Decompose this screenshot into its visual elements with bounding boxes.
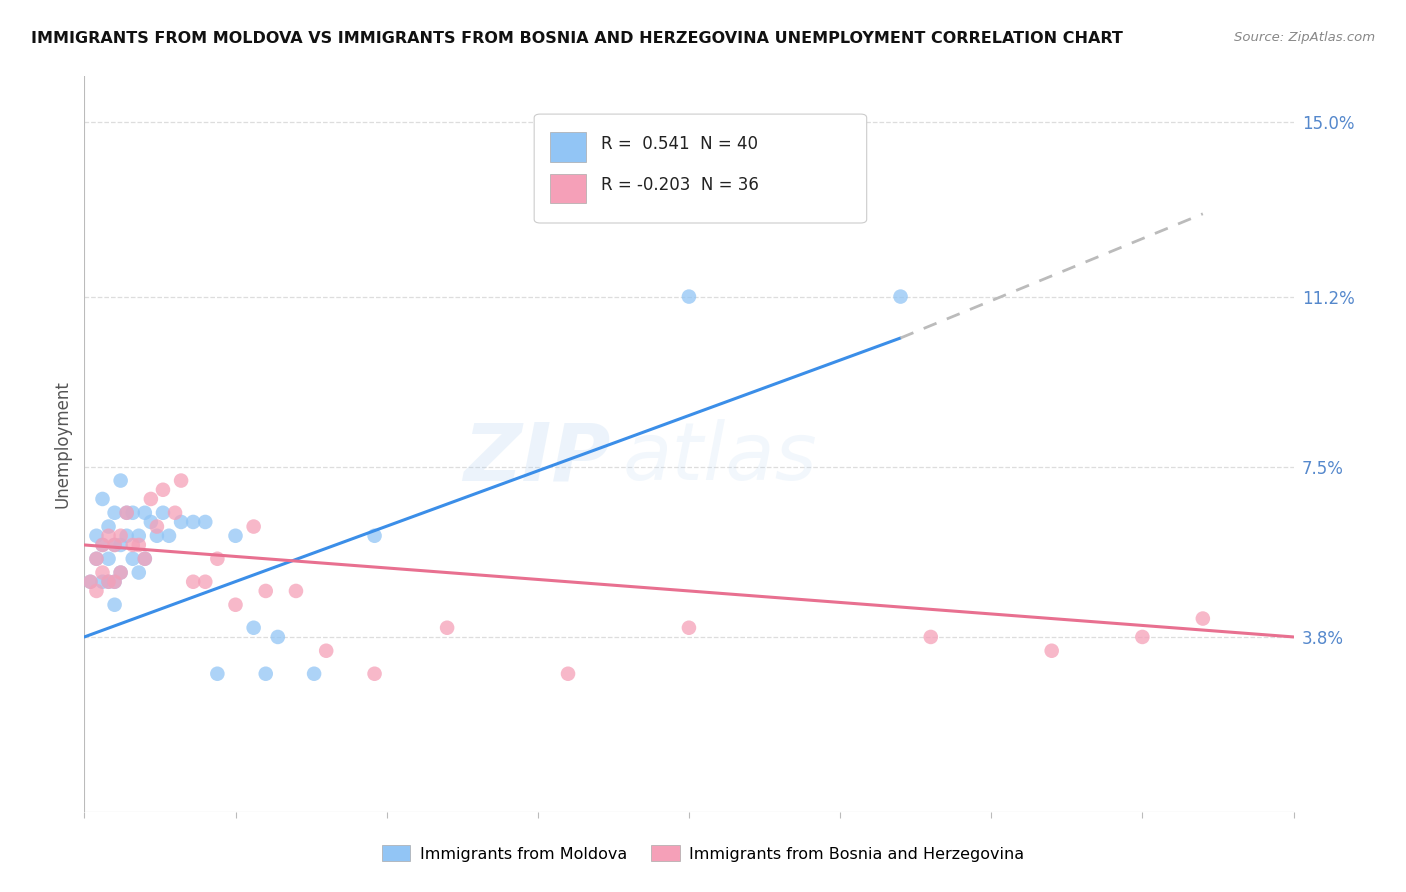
Point: [181, 574, 204, 589]
Point: [194, 515, 217, 529]
Point: [170, 515, 193, 529]
Point: [139, 515, 162, 529]
Point: [91, 566, 114, 580]
Point: [79, 574, 101, 589]
Point: [302, 666, 325, 681]
Point: [86, 551, 108, 566]
Legend: Immigrants from Moldova, Immigrants from Bosnia and Herzegovina: Immigrants from Moldova, Immigrants from…: [375, 838, 1031, 868]
Point: [91, 538, 114, 552]
Point: [157, 529, 180, 543]
Point: [207, 551, 229, 566]
Text: R = -0.203  N = 36: R = -0.203 N = 36: [600, 176, 759, 194]
Point: [254, 583, 277, 598]
Point: [152, 483, 174, 497]
Point: [267, 630, 290, 644]
Point: [225, 598, 247, 612]
Point: [115, 529, 138, 543]
Point: [890, 289, 912, 303]
Point: [128, 566, 150, 580]
Point: [86, 551, 108, 566]
Point: [363, 529, 385, 543]
Point: [104, 538, 127, 552]
Point: [104, 598, 127, 612]
Point: [165, 506, 187, 520]
Point: [285, 583, 308, 598]
Point: [121, 506, 143, 520]
Point: [920, 630, 942, 644]
Point: [91, 538, 114, 552]
Point: [315, 644, 337, 658]
Point: [86, 583, 108, 598]
Point: [436, 621, 458, 635]
Point: [104, 574, 127, 589]
Point: [181, 515, 204, 529]
Point: [115, 506, 138, 520]
Point: [242, 621, 264, 635]
Point: [110, 529, 132, 543]
Point: [121, 538, 143, 552]
Text: atlas: atlas: [623, 419, 817, 498]
Point: [110, 566, 132, 580]
Point: [170, 474, 193, 488]
Point: [91, 491, 114, 506]
Point: [97, 519, 120, 533]
Point: [146, 529, 169, 543]
Text: ZIP: ZIP: [463, 419, 610, 498]
Point: [1130, 630, 1153, 644]
Point: [128, 538, 150, 552]
FancyBboxPatch shape: [550, 174, 586, 203]
Point: [79, 574, 101, 589]
Point: [134, 506, 156, 520]
Point: [110, 538, 132, 552]
Point: [146, 519, 169, 533]
Point: [91, 574, 114, 589]
Text: Source: ZipAtlas.com: Source: ZipAtlas.com: [1234, 31, 1375, 45]
Point: [134, 551, 156, 566]
Point: [363, 666, 385, 681]
FancyBboxPatch shape: [534, 114, 866, 223]
Point: [104, 506, 127, 520]
Point: [97, 574, 120, 589]
Point: [1192, 611, 1215, 625]
Point: [254, 666, 277, 681]
Point: [110, 474, 132, 488]
Point: [104, 574, 127, 589]
Point: [97, 529, 120, 543]
Point: [678, 289, 700, 303]
Point: [152, 506, 174, 520]
Point: [86, 529, 108, 543]
Point: [207, 666, 229, 681]
Point: [557, 666, 579, 681]
Point: [128, 529, 150, 543]
FancyBboxPatch shape: [550, 133, 586, 162]
Text: R =  0.541  N = 40: R = 0.541 N = 40: [600, 136, 758, 153]
Point: [139, 491, 162, 506]
Y-axis label: Unemployment: Unemployment: [53, 380, 72, 508]
Point: [225, 529, 247, 543]
Point: [97, 551, 120, 566]
Point: [1040, 644, 1063, 658]
Point: [115, 506, 138, 520]
Point: [134, 551, 156, 566]
Point: [121, 551, 143, 566]
Point: [194, 574, 217, 589]
Point: [110, 566, 132, 580]
Point: [104, 538, 127, 552]
Text: IMMIGRANTS FROM MOLDOVA VS IMMIGRANTS FROM BOSNIA AND HERZEGOVINA UNEMPLOYMENT C: IMMIGRANTS FROM MOLDOVA VS IMMIGRANTS FR…: [31, 31, 1123, 46]
Point: [97, 574, 120, 589]
Point: [242, 519, 264, 533]
Point: [678, 621, 700, 635]
